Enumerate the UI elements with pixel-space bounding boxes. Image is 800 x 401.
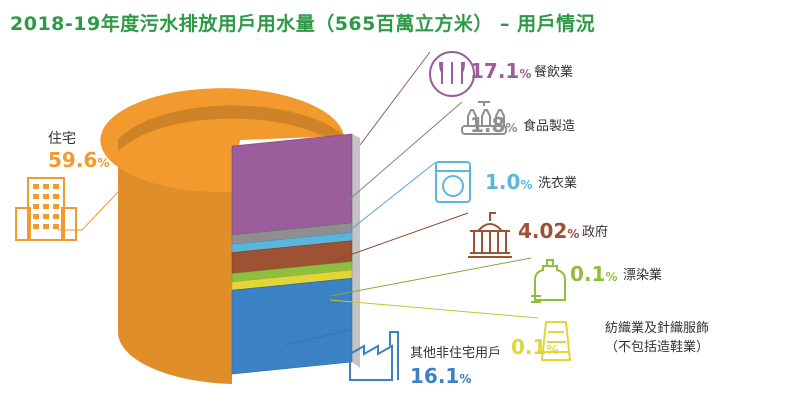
leader-lines [58,51,539,346]
slice-residential-rim [118,105,344,152]
fork-knife-spoon-icon [429,51,475,97]
slice-name: 餐飲業 [534,64,573,80]
slice-value: 17.1% [470,59,531,83]
slice-label-食品製造: 1.8% 食品製造 [461,101,575,137]
slice-unit: % [605,270,617,284]
leader-line-政府 [329,212,469,263]
slice-unit: % [567,227,579,241]
slice-name: 洗衣業 [538,175,577,191]
slice-name: 住宅 [48,131,76,147]
leader-line-餐飲業 [359,51,431,146]
slice-name: 政府 [582,225,608,240]
leader-line-其他非住宅用戶 [284,329,351,346]
leader-line-紡織業及針織服飾 [329,299,539,319]
slice-name: 漂染業 [623,267,662,283]
slice-unit: % [505,121,517,135]
slice-unit: % [459,372,471,386]
slice-label-漂染業: 0.1% 漂染業 [531,259,662,303]
thread-spool-icon [540,321,572,361]
slice-label-洗衣業: 1.0% 洗衣業 [435,161,577,203]
slice-name: （不包括造鞋業） [605,339,709,355]
slice-name: 食品製造 [523,118,575,134]
leader-line-residential [58,189,121,231]
slice-name: 其他非住宅用戶 [410,346,501,361]
slice-value: 1.8% [470,113,517,137]
slice-value: 59.6% [48,148,109,172]
residential-building-icon [15,177,77,241]
slice-unit: % [546,343,558,357]
slice-value: 16.1% [410,364,471,388]
cut-face-edge [352,134,360,368]
slice-label-其他非住宅用戶: 其他非住宅用戶 16.1% [349,331,501,388]
slice-name: 紡織業及針織服飾 [605,320,709,336]
slice-value: 0.1% [511,335,558,359]
detergent-icon [531,259,566,303]
leader-line-洗衣業 [339,161,437,239]
slice-label-政府: 4.02% 政府 [468,212,608,258]
government-building-icon [468,212,512,258]
slice-unit: % [97,156,109,170]
factory-icon [349,331,399,381]
slice-label-餐飲業: 17.1% 餐飲業 [429,51,573,97]
leader-line-漂染業 [329,257,532,297]
slice-unit: % [520,178,532,192]
slice-value: 4.02% [518,219,579,243]
washing-machine-icon [435,161,471,203]
slice-value: 0.1% [570,262,617,286]
bottle-factory-icon [461,101,507,135]
slice-label-紡織業及針織服飾: 0.1% 紡織業及針織服飾 （不包括造鞋業） [511,320,709,361]
chart-title: 2018-19年度污水排放用戶用水量（565百萬立方米） – 用戶情況 [10,13,596,35]
leader-line-食品製造 [342,101,463,206]
slice-unit: % [519,67,531,81]
slice-餐飲業 [231,133,353,236]
pie-3d [100,88,360,384]
slice-其他非住宅用戶 [231,277,353,375]
slice-value: 1.0% [485,170,532,194]
slice-residential-side [117,140,232,384]
